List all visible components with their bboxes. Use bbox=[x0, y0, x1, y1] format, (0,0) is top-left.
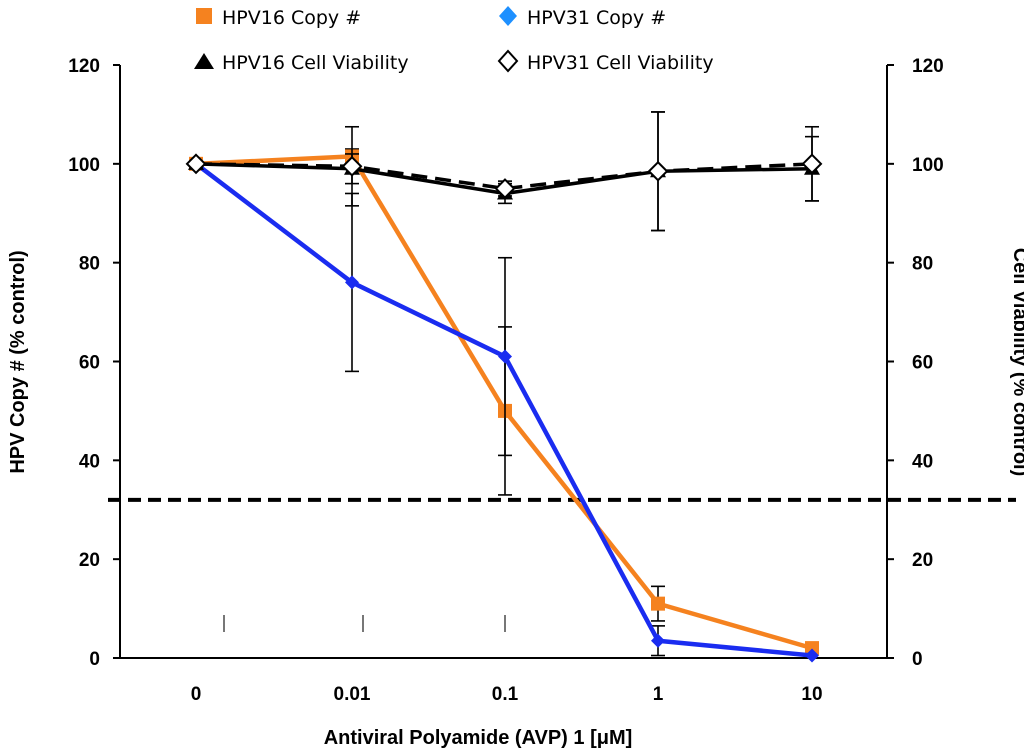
right-tick-label: 20 bbox=[912, 550, 933, 571]
series-hpv16-copy bbox=[189, 148, 819, 656]
x-axis-title: Antiviral Polyamide (AVP) 1 [μM] bbox=[324, 727, 633, 749]
hpv31-viability-point bbox=[647, 160, 669, 182]
x-tick-label: 0.1 bbox=[492, 684, 519, 705]
legend-marker-hpv16-copy bbox=[196, 8, 212, 24]
right-tick-label: 40 bbox=[912, 451, 933, 472]
left-tick-label: 80 bbox=[79, 254, 100, 275]
legend-label-hpv31-copy: HPV31 Copy # bbox=[527, 7, 666, 29]
x-tick-label: 0.01 bbox=[334, 684, 371, 705]
legend: HPV16 Copy # HPV31 Copy # HPV16 Cell Via… bbox=[194, 6, 714, 74]
left-axis-ticks: 0 20 40 60 80 100 120 bbox=[68, 56, 120, 670]
series-layer bbox=[185, 111, 823, 663]
right-tick-label: 120 bbox=[912, 56, 944, 77]
left-tick-label: 20 bbox=[79, 550, 100, 571]
hpv31-viability-point bbox=[494, 178, 516, 199]
hpv31-copy-point bbox=[498, 349, 512, 364]
legend-label-hpv16-viability: HPV16 Cell Viability bbox=[222, 52, 409, 74]
legend-marker-hpv31-copy bbox=[499, 6, 517, 26]
right-tick-label: 60 bbox=[912, 353, 933, 374]
legend-label-hpv16-copy: HPV16 Copy # bbox=[222, 7, 361, 29]
series-hpv16-viability bbox=[188, 111, 820, 232]
hpv31-copy-point bbox=[345, 275, 359, 290]
hpv16-copy-point bbox=[805, 641, 819, 656]
legend-marker-hpv16-viability bbox=[194, 53, 214, 69]
hpv31-viability-line bbox=[195, 162, 813, 191]
hpv31-viability-point bbox=[801, 153, 823, 175]
y2-axis-title: Cell Viability (% control) bbox=[1009, 248, 1024, 477]
hpv16-copy-point bbox=[651, 596, 665, 611]
hpv16-copy-line bbox=[195, 154, 813, 651]
x-tick-label: 10 bbox=[801, 684, 822, 705]
left-tick-label: 100 bbox=[68, 155, 100, 176]
left-tick-label: 60 bbox=[79, 353, 100, 374]
legend-label-hpv31-viability: HPV31 Cell Viability bbox=[527, 52, 714, 74]
x-tick-label: 0 bbox=[191, 684, 202, 705]
left-tick-label: 0 bbox=[89, 649, 100, 670]
y-axis-title: HPV Copy # (% control) bbox=[7, 250, 29, 473]
legend-marker-hpv31-viability bbox=[497, 49, 519, 73]
hpv31-copy-point bbox=[805, 648, 819, 663]
right-tick-label: 80 bbox=[912, 254, 933, 275]
right-tick-label: 0 bbox=[912, 649, 923, 670]
left-tick-label: 120 bbox=[68, 56, 100, 77]
right-tick-label: 100 bbox=[912, 155, 944, 176]
series-hpv31-viability bbox=[185, 111, 823, 232]
left-tick-label: 40 bbox=[79, 451, 100, 472]
hpv31-viability-point bbox=[341, 155, 363, 177]
right-axis-ticks: 0 20 40 60 80 100 120 bbox=[887, 56, 944, 670]
x-tick-label: 1 bbox=[653, 684, 664, 705]
hpv31-viability-point bbox=[185, 153, 207, 175]
hpv31-copy-point bbox=[651, 633, 665, 648]
x-axis-ticks: 0 0.01 0.1 1 10 bbox=[191, 615, 823, 705]
